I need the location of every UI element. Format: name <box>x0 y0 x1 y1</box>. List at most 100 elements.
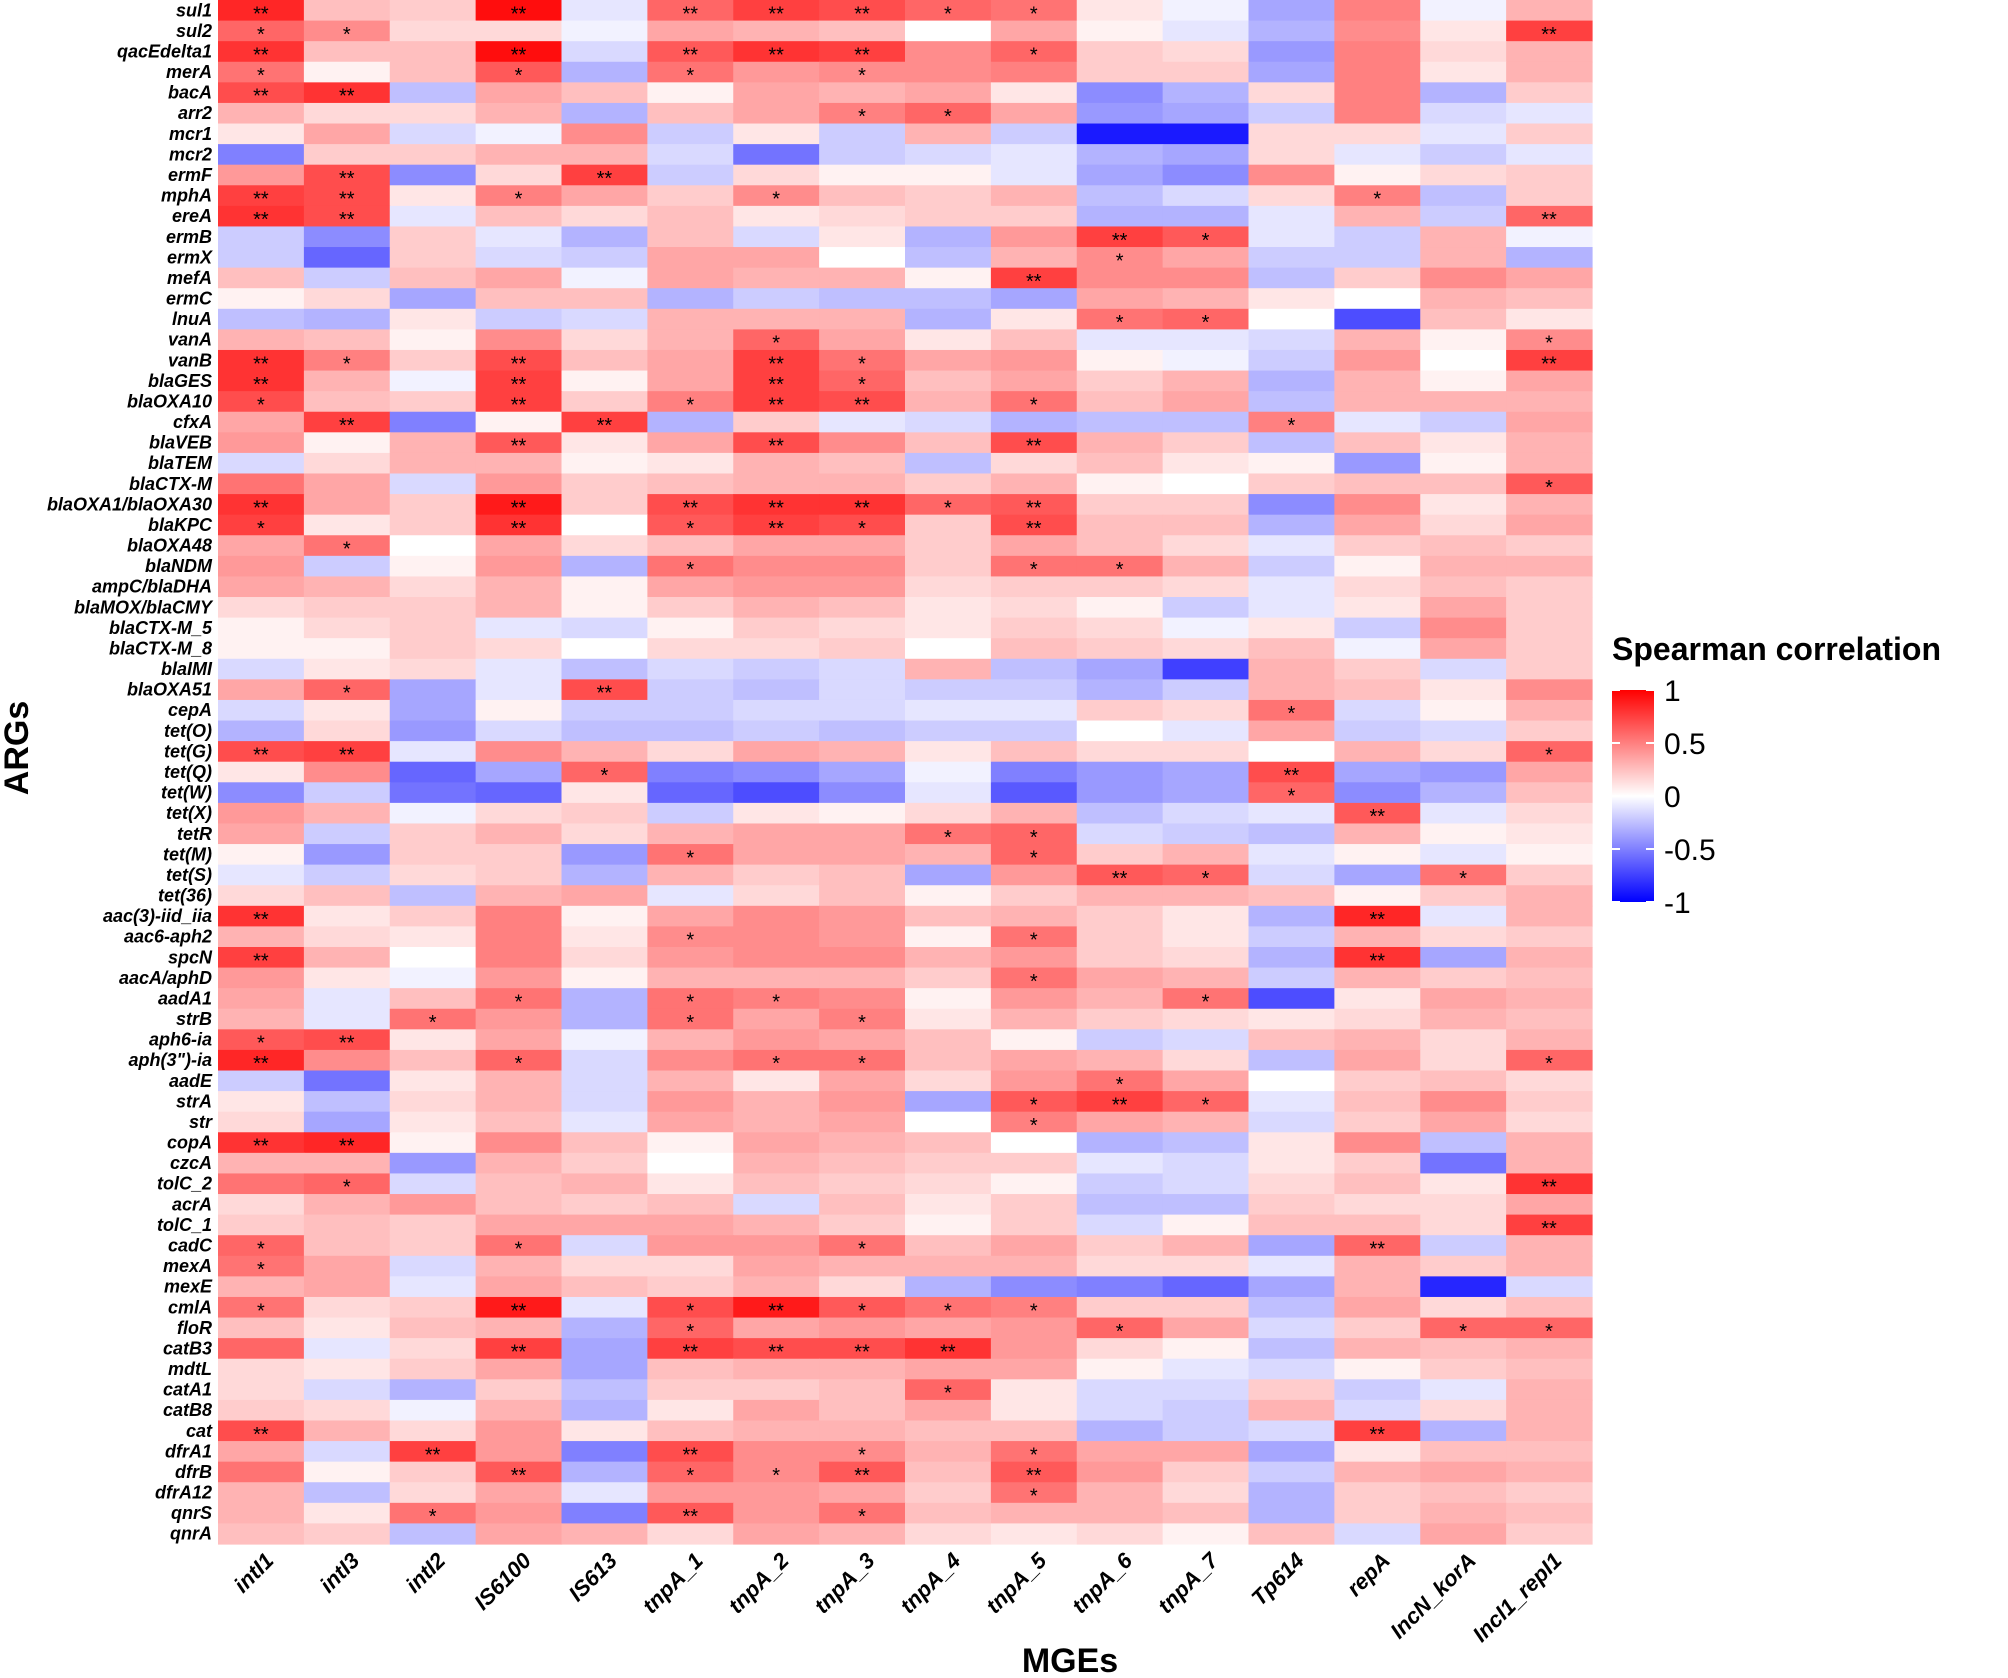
cell-blaCTX-M_5-IncN_korA <box>1420 617 1507 639</box>
significance-mark: ** <box>768 436 784 458</box>
significance-mark: * <box>515 189 523 211</box>
significance-mark: * <box>1545 1321 1553 1343</box>
cell-blaOXA1/blaOXA30-intI3 <box>303 494 391 516</box>
cell-blaOXA10-IncI1_repI1 <box>1506 391 1593 413</box>
cell-bacA-IncI1_repI1 <box>1506 82 1593 104</box>
cell-mexE-IncN_korA <box>1420 1276 1507 1298</box>
cell-ampC/blaDHA-tnpA_5 <box>990 576 1078 598</box>
cell-mefA-intI3 <box>303 267 391 289</box>
cell-ermX-IncN_korA <box>1420 247 1507 269</box>
cell-str-tnpA_5 <box>990 1111 1078 1133</box>
cell-mcr2-intI2 <box>389 144 477 166</box>
cell-floR-IS613 <box>561 1317 648 1339</box>
cell-blaTEM-Tp614 <box>1248 452 1335 475</box>
cell-dfrA1-IncI1_repI1 <box>1506 1441 1593 1463</box>
cell-catA1-IncN_korA <box>1420 1379 1507 1401</box>
cell-mcr2-tnpA_2 <box>733 144 820 166</box>
cell-acrA-tnpA_7 <box>1162 1194 1250 1216</box>
significance-mark: ** <box>1370 1424 1386 1446</box>
cell-acrA-tnpA_2 <box>733 1194 820 1216</box>
cell-bacA-Tp614 <box>1248 82 1335 104</box>
cell-lnuA-tnpA_2 <box>733 308 820 330</box>
significance-mark: ** <box>511 3 527 25</box>
cell-vanB-IS613 <box>561 349 648 372</box>
cell-blaCTX-M-intI1 <box>218 473 305 495</box>
cell-blaGES-repA <box>1334 370 1421 392</box>
cell-blaGES-Tp614 <box>1248 370 1335 392</box>
significance-mark: * <box>944 1300 952 1322</box>
cell-aph6-ia-Tp614 <box>1248 1029 1335 1051</box>
cell-cmlA-tnpA_3 <box>819 1296 906 1319</box>
cell-blaCTX-M_5-tnpA_6 <box>1076 617 1164 639</box>
cell-blaNDM-IncN_korA <box>1420 555 1507 578</box>
significance-mark: ** <box>768 1341 784 1363</box>
significance-mark: * <box>944 827 952 849</box>
cell-mcr2-Tp614 <box>1248 144 1335 166</box>
cell-sul1-intI2 <box>389 0 477 22</box>
cell-arr2-intI2 <box>389 102 477 125</box>
cell-aph(3")-ia-tnpA_1 <box>647 1049 734 1072</box>
cell-cadC-repA <box>1334 1235 1421 1257</box>
cell-aac6-aph2-tnpA_7 <box>1162 926 1250 948</box>
significance-mark: ** <box>683 1506 699 1528</box>
cell-tet(36)-intI1 <box>218 885 305 907</box>
cell-tet(W)-tnpA_5 <box>990 782 1078 804</box>
cell-blaKPC-IS613 <box>561 514 648 536</box>
cell-czcA-intI2 <box>389 1152 477 1175</box>
cell-catB3-IS6100 <box>475 1338 563 1360</box>
cell-blaIMI-repA <box>1334 658 1421 680</box>
cell-blaOXA48-tnpA_5 <box>990 535 1078 557</box>
cell-aph(3")-ia-intI1 <box>218 1049 305 1072</box>
cell-tet(W)-Tp614 <box>1248 782 1335 804</box>
cell-tet(X)-tnpA_7 <box>1162 802 1250 825</box>
cell-ereA-repA <box>1334 205 1421 228</box>
cell-sul1-Tp614 <box>1248 0 1335 22</box>
cell-mcr1-tnpA_1 <box>647 123 734 145</box>
row-label: dfrA12 <box>155 1483 212 1503</box>
cell-cat-tnpA_2 <box>733 1420 820 1442</box>
cell-blaCTX-M-tnpA_7 <box>1162 473 1250 495</box>
cell-tet(O)-repA <box>1334 720 1421 742</box>
cell-blaMOX/blaCMY-intI3 <box>303 597 391 619</box>
cell-tet(W)-tnpA_1 <box>647 782 734 804</box>
cell-mcr2-tnpA_3 <box>819 144 906 166</box>
cell-blaOXA51-tnpA_5 <box>990 679 1078 701</box>
cell-bacA-intI1 <box>218 82 305 104</box>
cell-mexE-tnpA_3 <box>819 1276 906 1298</box>
row-label: blaIMI <box>161 659 213 679</box>
cell-aac6-aph2-repA <box>1334 926 1421 948</box>
cell-tet(M)-IS6100 <box>475 844 563 866</box>
cell-tetR-IncN_korA <box>1420 823 1507 845</box>
cell-blaCTX-M_5-intI1 <box>218 617 305 639</box>
cell-blaVEB-tnpA_4 <box>905 432 992 454</box>
cell-dfrB-tnpA_5 <box>990 1461 1078 1483</box>
cell-ermB-IncI1_repI1 <box>1506 226 1593 248</box>
cell-blaMOX/blaCMY-tnpA_2 <box>733 597 820 619</box>
cell-aadE-IS613 <box>561 1070 648 1092</box>
cell-dfrA1-repA <box>1334 1441 1421 1463</box>
significance-mark: ** <box>1541 353 1557 375</box>
legend-tick-label: -0.5 <box>1664 834 1716 867</box>
legend-title: Spearman correlation <box>1612 631 1941 667</box>
cell-cepA-tnpA_3 <box>819 699 906 722</box>
cell-sul2-tnpA_4 <box>905 20 992 42</box>
significance-mark: ** <box>511 1465 527 1487</box>
cell-aacA/aphD-IncI1_repI1 <box>1506 967 1593 989</box>
cell-spcN-tnpA_2 <box>733 946 820 969</box>
cell-ermC-IncN_korA <box>1420 288 1507 310</box>
cell-blaCTX-M_8-tnpA_3 <box>819 638 906 660</box>
cell-blaOXA51-tnpA_1 <box>647 679 734 701</box>
cell-aac(3)-iid_iia-tnpA_4 <box>905 905 992 927</box>
cell-dfrA12-tnpA_3 <box>819 1482 906 1504</box>
cell-blaOXA51-intI1 <box>218 679 305 701</box>
cell-cat-intI2 <box>389 1420 477 1442</box>
cell-vanA-repA <box>1334 329 1421 351</box>
cell-mefA-tnpA_5 <box>990 267 1078 289</box>
cell-blaCTX-M_8-intI3 <box>303 638 391 660</box>
cell-blaIMI-IS613 <box>561 658 648 680</box>
column-label: intI2 <box>401 1547 451 1597</box>
cell-copA-tnpA_7 <box>1162 1132 1250 1154</box>
cell-aph6-ia-IncI1_repI1 <box>1506 1029 1593 1051</box>
significance-mark: * <box>686 394 694 416</box>
significance-mark: * <box>1030 1094 1038 1116</box>
